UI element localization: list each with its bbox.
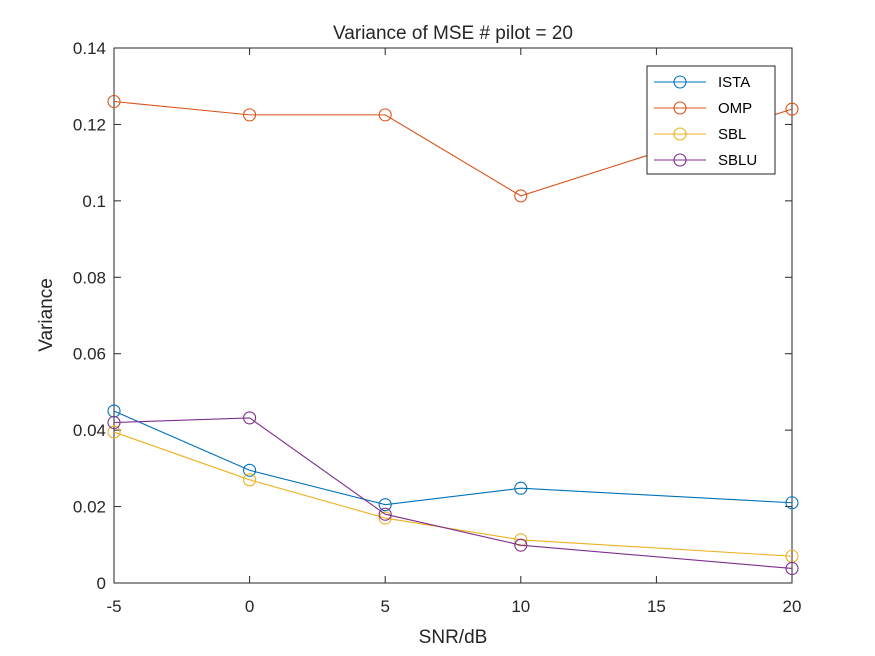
x-tick-label: 10 (511, 597, 530, 616)
data-point-sblu (378, 507, 392, 521)
legend-item-ista: ISTA (654, 74, 750, 91)
series-sblu (107, 411, 799, 576)
x-axis-label: SNR/dB (419, 627, 488, 648)
data-point-ista (378, 498, 392, 512)
x-tick-label: 0 (245, 597, 254, 616)
data-point-omp (107, 94, 121, 109)
x-tick-label: 5 (380, 597, 389, 616)
series-omp (107, 94, 799, 203)
legend-marker (673, 101, 687, 115)
data-point-sbl (378, 511, 392, 525)
y-tick-label: 0 (97, 574, 106, 593)
legend-marker (673, 127, 687, 141)
x-tick-label: 20 (783, 597, 802, 616)
data-point-sblu (107, 415, 121, 430)
y-tick-label: 0.1 (82, 192, 106, 211)
legend-item-omp: OMP (654, 100, 752, 117)
legend-item-sbl: SBL (654, 126, 746, 143)
y-tick-label: 0.14 (73, 39, 106, 58)
x-tick-label: -5 (106, 597, 121, 616)
data-point-omp (514, 189, 528, 203)
chart-title: Variance of MSE # pilot = 20 (333, 23, 573, 44)
data-point-ista (243, 463, 257, 477)
series-line-ista (113, 410, 793, 506)
series-line-sblu (113, 417, 793, 570)
data-point-ista (785, 496, 799, 510)
y-axis-label: Variance (36, 278, 57, 352)
legend-label: SBLU (718, 152, 757, 169)
series-sbl (107, 425, 799, 563)
data-point-sbl (514, 533, 528, 547)
data-point-sblu (243, 411, 257, 425)
y-tick-label: 0.02 (73, 498, 106, 517)
series-line-sbl (113, 431, 793, 557)
data-point-omp (378, 108, 392, 122)
y-tick-label: 0.04 (73, 421, 106, 440)
legend-box (646, 65, 776, 175)
data-point-omp (785, 102, 799, 116)
data-point-sblu (514, 538, 528, 552)
data-point-omp (243, 108, 257, 122)
y-tick-label: 0.08 (73, 268, 106, 287)
data-point-sblu (785, 561, 799, 576)
y-tick-label: 0.12 (73, 115, 106, 134)
legend-marker (673, 153, 687, 167)
legend-marker (673, 75, 687, 89)
data-point-sbl (243, 473, 257, 487)
data-point-ista (514, 481, 528, 495)
series-line-omp (113, 100, 793, 197)
legend: ISTA OMP SBL SBLU (646, 65, 776, 175)
y-tick-label: 0.06 (73, 345, 106, 364)
data-point-sbl (107, 425, 121, 439)
series-ista (107, 404, 799, 512)
legend-label: ISTA (718, 74, 750, 91)
legend-item-sblu: SBLU (654, 152, 757, 169)
legend-label: SBL (718, 126, 746, 143)
legend-label: OMP (718, 100, 752, 117)
x-tick-label: 15 (647, 597, 666, 616)
series-layer (107, 94, 799, 576)
